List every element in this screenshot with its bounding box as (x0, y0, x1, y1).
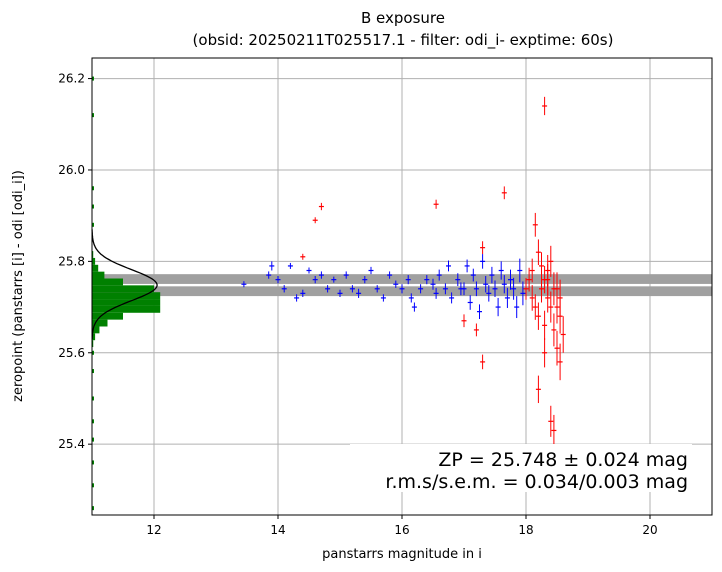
histogram-bar (92, 285, 154, 293)
histogram-bar (92, 326, 100, 334)
x-tick-label: 16 (394, 523, 409, 537)
y-tick-label: 25.8 (58, 254, 85, 268)
histogram (91, 76, 161, 511)
histogram-bar (92, 251, 94, 258)
y-tick-label: 25.4 (58, 437, 85, 451)
y-axis-label: zeropoint (panstarrs [i] - odi [odi_i]) (11, 170, 26, 402)
chart-title: B exposure (361, 9, 445, 27)
gaussian-curve (91, 229, 158, 340)
tick-labels: 12 14 16 18 20 25.4 25.6 25.8 26.0 26.2 (58, 72, 657, 537)
histogram-bar (92, 333, 96, 341)
histogram-bar (92, 312, 123, 320)
zp-band-upper (92, 274, 712, 284)
histogram-bar (92, 340, 94, 348)
histogram-bar (92, 292, 161, 300)
histogram-bar (92, 257, 96, 265)
x-tick-label: 20 (642, 523, 657, 537)
histogram-bar (92, 305, 161, 313)
histogram-bar (92, 271, 105, 279)
x-tick-label: 14 (270, 523, 285, 537)
x-axis-label: panstarrs magnitude in i (322, 547, 482, 562)
annotation-box (350, 444, 692, 492)
histogram-bar (92, 264, 99, 272)
x-tick-label: 18 (518, 523, 533, 537)
x-tick-label: 12 (146, 523, 161, 537)
histogram-bar (92, 319, 108, 327)
y-tick-label: 26.0 (58, 163, 85, 177)
y-tick-label: 25.6 (58, 346, 85, 360)
y-tick-label: 26.2 (58, 72, 85, 86)
rms-annotation: r.m.s/s.e.m. = 0.034/0.003 mag (385, 471, 688, 493)
chart-subtitle: (obsid: 20250211T025517.1 - filter: odi_… (193, 31, 614, 50)
data-points (241, 96, 566, 446)
histogram-bar (92, 278, 123, 286)
zp-annotation: ZP = 25.748 ± 0.024 mag (438, 449, 688, 471)
